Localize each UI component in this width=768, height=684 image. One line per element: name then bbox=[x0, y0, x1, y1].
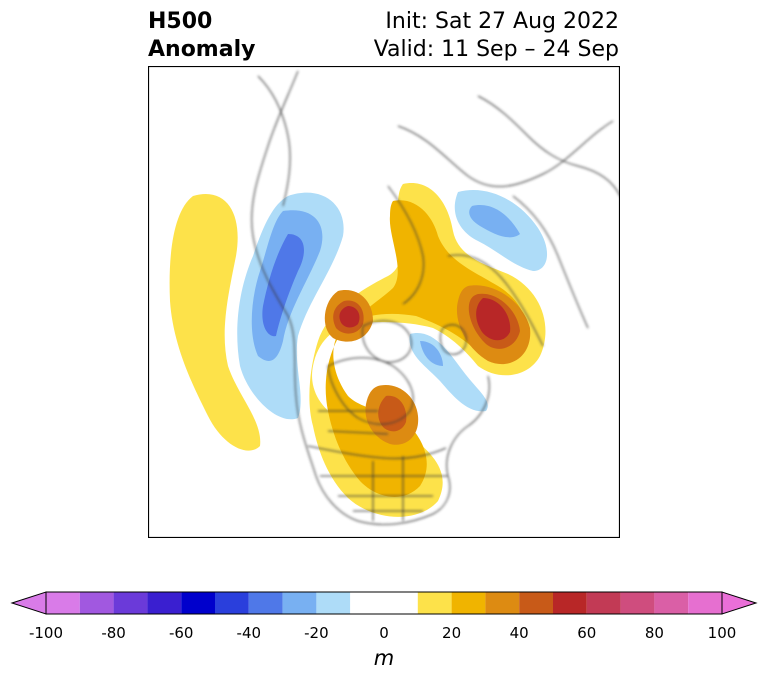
colorbar-tick-label: 40 bbox=[509, 624, 529, 642]
title-field: Anomaly bbox=[148, 37, 256, 62]
colorbar-segment bbox=[181, 592, 215, 614]
colorbar bbox=[10, 591, 758, 615]
ridge-pacific bbox=[169, 194, 261, 451]
colorbar-segment bbox=[620, 592, 655, 614]
colorbar-tick-label: 20 bbox=[442, 624, 462, 642]
colorbar-tick-label: -40 bbox=[236, 624, 262, 642]
colorbar-outline bbox=[45, 591, 723, 615]
colorbar-tick-label: 60 bbox=[577, 624, 597, 642]
colorbar-tick-label: -80 bbox=[101, 624, 126, 642]
colorbar-segment bbox=[79, 592, 114, 614]
anomaly-map bbox=[148, 66, 620, 538]
colorbar-tick-label: -60 bbox=[168, 624, 194, 642]
colorbar-segment bbox=[688, 592, 722, 614]
colorbar-segment bbox=[485, 592, 520, 614]
colorbar-extend-positive bbox=[721, 591, 758, 615]
colorbar-segment bbox=[248, 592, 283, 614]
colorbar-segment bbox=[553, 592, 587, 614]
colorbar-segment bbox=[316, 592, 351, 614]
colorbar-tick-label: -100 bbox=[28, 624, 64, 642]
coastlines-and-borders bbox=[251, 70, 620, 526]
colorbar-segment bbox=[519, 592, 553, 614]
colorbar-segment bbox=[46, 592, 80, 614]
colorbar-segment bbox=[215, 592, 249, 614]
colorbar-segment bbox=[586, 592, 621, 614]
colorbar-tick-label: 100 bbox=[707, 624, 737, 642]
colorbar-segment bbox=[654, 592, 689, 614]
init-date: Init: Sat 27 Aug 2022 bbox=[385, 9, 619, 34]
colorbar-segment bbox=[147, 592, 182, 614]
colorbar-segment bbox=[113, 592, 148, 614]
title-variable: H500 bbox=[148, 9, 213, 34]
colorbar-extend-negative bbox=[10, 591, 47, 615]
valid-range: Valid: 11 Sep – 24 Sep bbox=[373, 37, 619, 62]
colorbar-tick-label: 0 bbox=[379, 624, 389, 642]
map-border bbox=[148, 66, 620, 538]
title-left: H500 Anomaly bbox=[148, 8, 255, 64]
colorbar-segment bbox=[417, 592, 452, 614]
colorbar-segment bbox=[350, 592, 418, 614]
colorbar-tick-label: -20 bbox=[304, 624, 329, 642]
negative-anomalies bbox=[237, 190, 548, 420]
colorbar-segment bbox=[282, 592, 317, 614]
colorbar-tick-label: 80 bbox=[644, 624, 664, 642]
colorbar-segment bbox=[451, 592, 486, 614]
title-right: Init: Sat 27 Aug 2022 Valid: 11 Sep – 24… bbox=[374, 8, 619, 64]
colorbar-unit: m bbox=[373, 646, 395, 670]
